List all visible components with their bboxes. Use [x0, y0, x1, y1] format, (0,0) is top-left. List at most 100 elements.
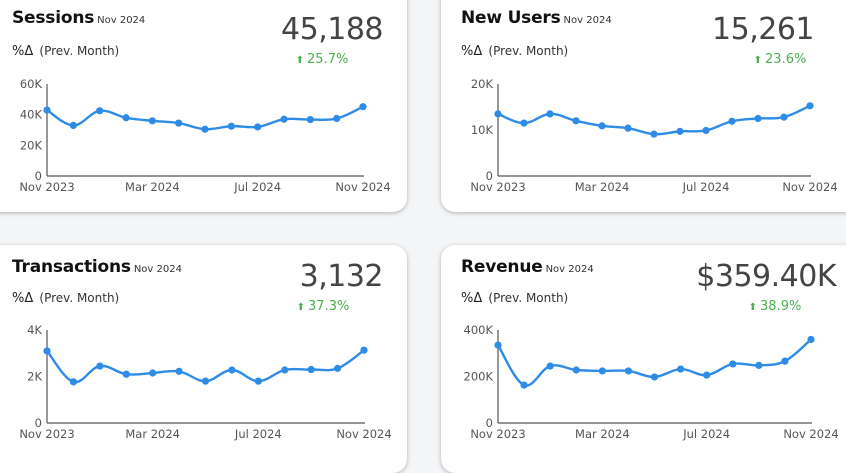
data-point	[43, 347, 51, 355]
x-tick-label: Mar 2024	[575, 180, 630, 194]
x-tick-label: Nov 2024	[783, 427, 838, 441]
x-tick-label: Mar 2024	[125, 180, 180, 194]
data-point	[306, 115, 314, 124]
x-tick-label: Nov 2024	[336, 427, 391, 441]
delta-sub: (Prev. Month)	[488, 291, 569, 305]
delta-symbol: %Δ	[12, 44, 34, 59]
sessions-line-chart: 0 20K 40K 60K Nov 2023 Mar 2024 Jul 2024 Nov 20…	[19, 77, 390, 194]
data-point	[624, 124, 632, 132]
data-point	[572, 117, 580, 125]
y-tick-label: 10K	[471, 123, 494, 137]
x-tick-label: Jul 2024	[682, 427, 730, 441]
data-point	[96, 362, 104, 370]
data-point	[676, 365, 685, 373]
y-tick-label: 200K	[464, 370, 494, 384]
change-indicator: ⬆ 25.7%	[272, 52, 372, 67]
data-point	[780, 113, 788, 121]
card-inner: Revenue Nov 2024 %Δ (Prev. Month) $359.40…	[441, 245, 846, 473]
card-inner: Transactions Nov 2024 %Δ (Prev. Month) 3,…	[0, 245, 407, 473]
x-tick-label: Nov 2024	[335, 180, 390, 194]
arrow-up-icon: ⬆	[748, 302, 758, 313]
data-point	[280, 115, 288, 123]
data-point	[307, 365, 315, 374]
data-point	[676, 127, 684, 135]
new-users-card: New Users Nov 2024 %Δ (Prev. Month) 15,26…	[441, 0, 846, 212]
card-header: Sessions Nov 2024	[12, 8, 145, 28]
card-inner: Sessions Nov 2024 %Δ (Prev. Month) 45,188…	[0, 0, 407, 212]
card-period: Nov 2024	[563, 15, 612, 26]
data-point	[175, 367, 183, 375]
y-tick-label: 0	[35, 169, 42, 183]
delta-label: %Δ (Prev. Month)	[461, 44, 568, 59]
data-point	[546, 362, 554, 370]
data-point	[754, 114, 762, 123]
arrow-up-icon: ⬆	[295, 55, 305, 66]
delta-sub: (Prev. Month)	[39, 44, 120, 58]
x-tick-label: Jul 2024	[682, 180, 730, 194]
data-point	[149, 369, 157, 377]
data-point	[148, 117, 156, 125]
revenue-card: Revenue Nov 2024 %Δ (Prev. Month) $359.40…	[441, 245, 846, 473]
card-inner: New Users Nov 2024 %Δ (Prev. Month) 15,26…	[441, 0, 846, 212]
data-point	[624, 367, 633, 375]
revenue-line-chart: 0 200K 400K Nov 2023 Mar 2024 Jul 2024 Nov 202…	[464, 323, 839, 441]
data-point	[281, 366, 289, 374]
x-tick-label: Mar 2024	[125, 427, 180, 441]
delta-symbol: %Δ	[461, 44, 483, 59]
data-point	[806, 102, 814, 110]
transactions-line-chart: 0 2K 4K Nov 2023 Mar 2024 Jul 2024 Nov 2024	[19, 323, 391, 441]
x-tick-label: Nov 2023	[470, 180, 525, 194]
x-tick-label: Jul 2024	[234, 427, 282, 441]
data-point	[572, 366, 580, 374]
y-tick-label: 4K	[27, 323, 42, 337]
y-tick-label: 20K	[20, 138, 43, 152]
data-point	[122, 114, 130, 122]
data-point	[650, 373, 659, 381]
data-point	[703, 371, 711, 379]
scorecard-value: 45,188	[281, 12, 383, 47]
delta-symbol: %Δ	[461, 291, 483, 306]
data-point	[598, 122, 606, 130]
data-point	[781, 357, 789, 365]
data-point	[728, 117, 736, 125]
change-value: 23.6%	[765, 52, 807, 67]
data-point	[43, 106, 51, 114]
card-title: New Users	[461, 8, 561, 28]
x-tick-label: Nov 2023	[19, 427, 74, 441]
scorecard-value: 3,132	[299, 259, 384, 294]
data-point	[702, 126, 710, 135]
data-point	[201, 125, 209, 133]
y-tick-label: 2K	[27, 370, 42, 384]
delta-label: %Δ (Prev. Month)	[461, 291, 568, 306]
arrow-up-icon: ⬆	[753, 55, 763, 66]
data-point	[598, 367, 606, 375]
x-tick-label: Nov 2023	[470, 427, 525, 441]
x-tick-label: Jul 2024	[233, 180, 281, 194]
data-point	[729, 360, 737, 368]
y-tick-label: 20K	[471, 77, 494, 91]
card-title: Revenue	[461, 257, 543, 277]
card-title: Transactions	[12, 257, 131, 277]
delta-symbol: %Δ	[12, 291, 34, 306]
new-users-line-chart: 0 10K 20K Nov 2023 Mar 2024 Jul 2024 Nov 2024	[470, 77, 837, 194]
card-title: Sessions	[12, 8, 95, 28]
data-point	[520, 381, 528, 389]
transactions-card: Transactions Nov 2024 %Δ (Prev. Month) 3,…	[0, 245, 407, 473]
delta-sub: (Prev. Month)	[39, 291, 120, 305]
delta-sub: (Prev. Month)	[488, 44, 569, 58]
y-tick-label: 400K	[464, 323, 494, 337]
card-period: Nov 2024	[545, 264, 594, 275]
data-point	[546, 110, 554, 118]
x-tick-label: Nov 2023	[19, 180, 74, 194]
sessions-card: Sessions Nov 2024 %Δ (Prev. Month) 45,188…	[0, 0, 407, 212]
arrow-up-icon: ⬆	[296, 302, 306, 313]
y-tick-label: 60K	[20, 77, 43, 91]
data-point	[175, 119, 183, 127]
y-tick-label: 40K	[20, 108, 43, 122]
data-point	[360, 346, 368, 354]
data-point	[755, 361, 763, 369]
data-point	[227, 122, 235, 130]
data-point	[333, 364, 342, 372]
data-point	[254, 377, 262, 385]
data-point	[520, 119, 528, 127]
